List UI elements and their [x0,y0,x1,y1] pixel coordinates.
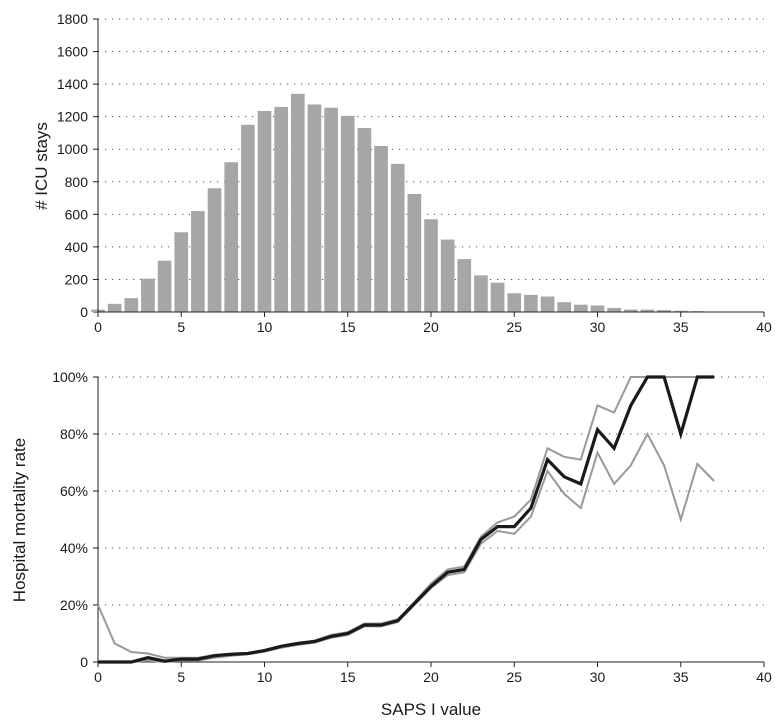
histogram-y-tick-label: 0 [80,304,88,320]
histogram-bar [607,307,621,312]
histogram-bar [141,278,155,312]
histogram-y-tick-label: 1600 [57,44,88,60]
mortality-x-tick-label: 10 [257,669,273,685]
histogram-bar [657,310,671,312]
histogram-bar [440,239,455,312]
mortality-x-tick-label: 25 [506,669,522,685]
icu-stays-histogram: 0 200 400 600 800 1000 1200 1400 1600 1800 0 5 10 15 2… [57,11,772,335]
histogram-x-tick-label: 15 [340,319,356,335]
histogram-bar [623,309,638,312]
histogram-x-tick-label: 35 [673,319,689,335]
mortality-rate-chart: 0 20% 40% 60% 80% 100% 0 5 10 15 20 25 30 35 40 [52,369,772,685]
histogram-bar [257,110,272,312]
histogram-bar [557,302,572,312]
histogram-bar [191,211,205,312]
histogram-bar [590,305,605,312]
mortality-y-tick-label: 0 [80,654,88,670]
histogram-x-tick-label: 30 [590,319,606,335]
histogram-x-tick-label: 25 [506,319,522,335]
histogram-bar [457,259,472,312]
mortality-x-tick-label: 15 [340,669,356,685]
histogram-x-tick-label: 10 [257,319,273,335]
histogram-bar [241,124,255,312]
histogram-bar [290,93,305,312]
x-axis-title: SAPS I value [381,700,481,719]
histogram-bar [274,106,288,313]
histogram-bar [574,304,588,312]
mortality-y-tick-label: 60% [60,483,88,499]
histogram-bar [507,293,522,312]
histogram-bar [207,188,222,312]
histogram-x-tick-label: 5 [177,319,185,335]
histogram-bar [307,104,322,312]
histogram-x-tick-label: 0 [94,319,102,335]
histogram-y-tick-label: 1000 [57,141,88,157]
mortality-x-tick-label: 30 [590,669,606,685]
histogram-bar [640,309,655,312]
histogram-bar [374,145,388,312]
histogram-bar [357,128,372,312]
histogram-bar [490,282,505,312]
mortality-y-tick-label: 20% [60,597,88,613]
histogram-y-tick-label: 1800 [57,11,88,27]
histogram-y-tick-label: 1400 [57,76,88,92]
histogram-bar [157,260,172,312]
histogram-bar [224,162,239,312]
histogram-bar [424,219,438,312]
mortality-line-upper [97,376,715,659]
histogram-y-tick-label: 400 [65,239,89,255]
mortality-y-tick-label: 100% [52,369,88,385]
histogram-bar [673,310,688,312]
mortality-x-tick-label: 40 [756,669,772,685]
histogram-y-tick-label: 600 [65,206,89,222]
histogram-x-tick-label: 20 [423,319,439,335]
mortality-x-tick-label: 5 [177,669,185,685]
mortality-line-estimate [98,375,715,664]
mortality-y-axis-title: Hospital mortality rate [10,438,29,602]
histogram-y-axis-title: # ICU stays [32,122,51,210]
histogram-y-tick-label: 1200 [57,109,88,125]
histogram-bar [174,232,189,312]
histogram-bar [390,163,405,312]
histogram-bar [324,107,338,312]
histogram-bar [540,296,555,312]
mortality-y-tick-label: 80% [60,426,88,442]
mortality-x-tick-label: 20 [423,669,439,685]
histogram-bar [524,294,538,312]
mortality-y-tick-label: 40% [60,540,88,556]
histogram-bar [474,275,488,312]
mortality-x-tick-label: 35 [673,669,689,685]
mortality-x-tick-label: 0 [94,669,102,685]
histogram-y-tick-label: 800 [65,174,89,190]
histogram-y-tick-label: 200 [65,271,89,287]
histogram-bar [107,303,122,312]
histogram-bar [124,298,139,312]
histogram-bar [407,193,422,312]
histogram-bar [340,115,355,312]
histogram-x-tick-label: 40 [756,319,772,335]
